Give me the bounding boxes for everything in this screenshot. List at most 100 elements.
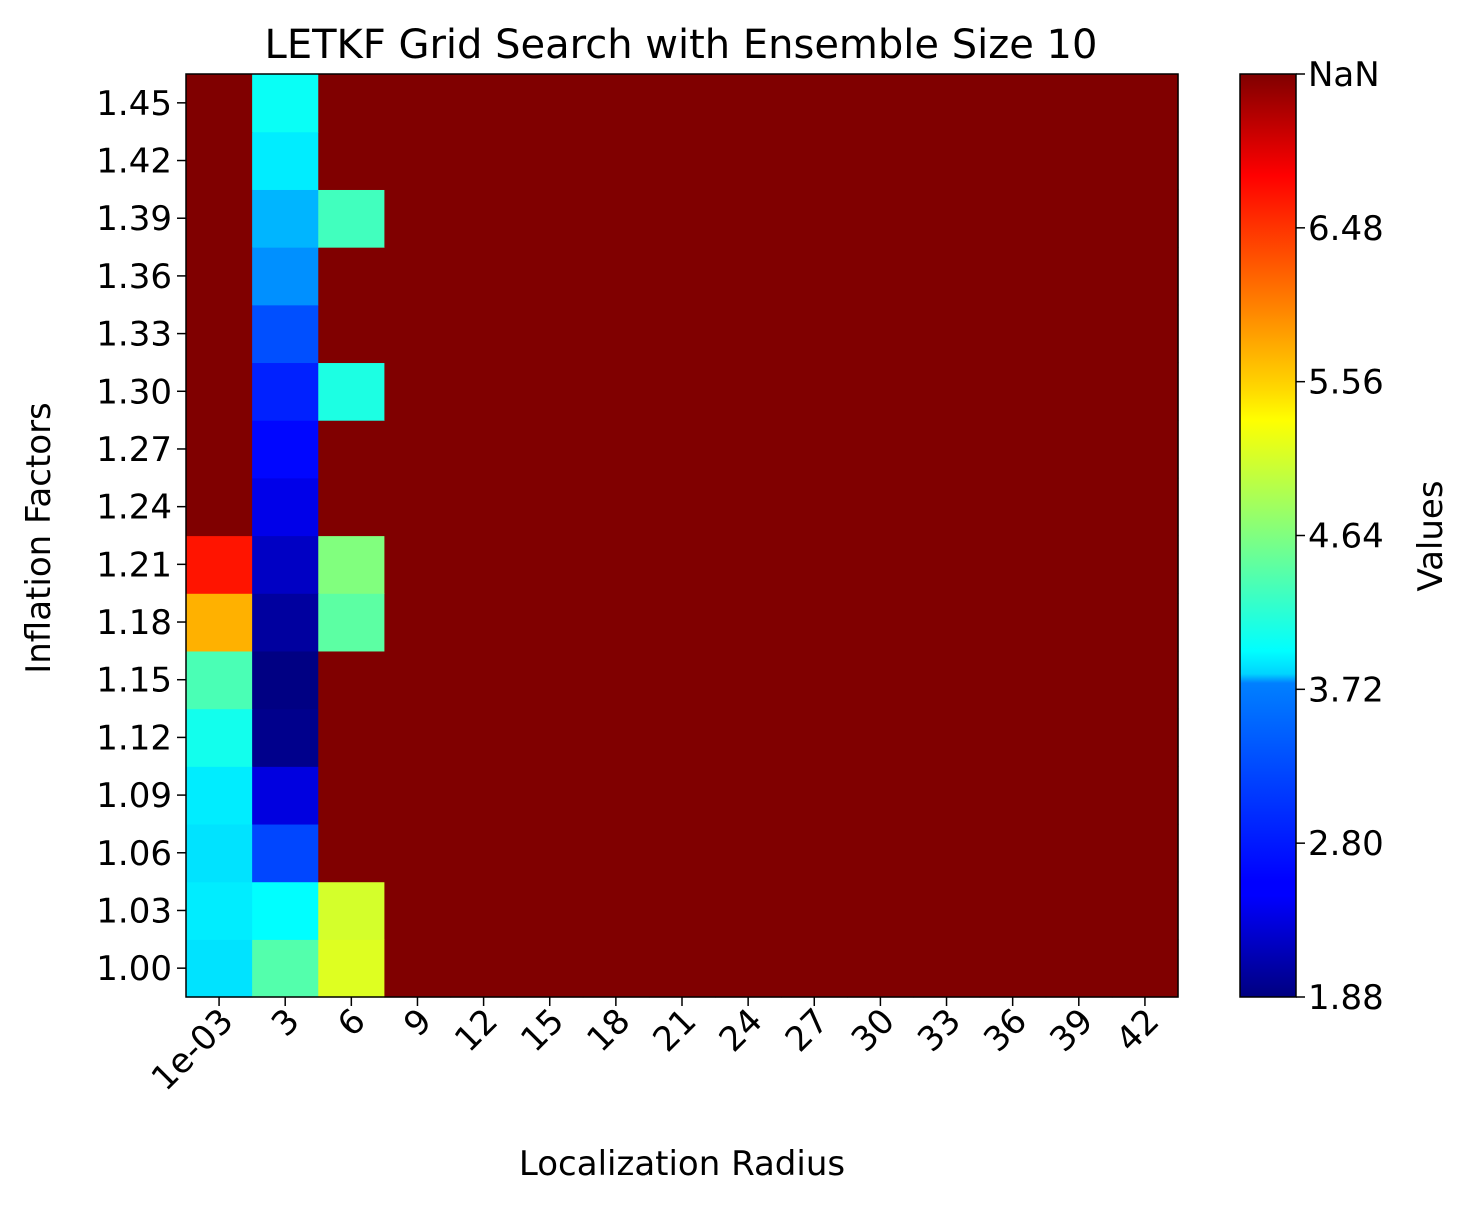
heatmap-cell	[516, 766, 584, 825]
heatmap-cell	[186, 593, 253, 652]
heatmap-cell	[186, 708, 253, 767]
heatmap-cell	[781, 708, 848, 767]
heatmap-cell	[516, 74, 584, 133]
heatmap-cell	[1111, 131, 1179, 190]
heatmap-cell	[715, 535, 782, 594]
heatmap-cell	[318, 535, 385, 594]
heatmap-cell	[913, 939, 981, 998]
heatmap-cell	[781, 131, 848, 190]
heatmap-cell	[252, 939, 319, 998]
heatmap-cell	[648, 650, 716, 710]
colorbar-tick-label: 6.48	[1308, 209, 1384, 249]
heatmap-cell	[648, 420, 716, 479]
heatmap-cell	[979, 420, 1047, 479]
heatmap-cell	[516, 650, 584, 710]
x-tick-label: 33	[910, 1001, 969, 1060]
x-axis-ticks: 1e-03 3 6 9 12 15 18 21 24 27 30 33 36 39 42	[144, 997, 1167, 1099]
heatmap-cell	[715, 766, 782, 825]
heatmap-cell	[252, 189, 319, 248]
heatmap-cell	[384, 74, 452, 133]
heatmap-cell	[648, 535, 716, 594]
heatmap-cell	[1111, 939, 1179, 998]
heatmap-cell	[582, 420, 650, 479]
heatmap-cell	[450, 74, 518, 133]
x-tick-label: 15	[513, 1001, 572, 1060]
heatmap-cell	[648, 477, 716, 537]
heatmap-cell	[847, 593, 915, 652]
y-tick-label: 1.09	[96, 776, 172, 816]
heatmap-cell	[1045, 708, 1113, 767]
heatmap-cell	[1111, 74, 1179, 133]
heatmap-cell	[186, 362, 253, 421]
heatmap-cell	[252, 304, 319, 364]
heatmap-cell	[781, 420, 848, 479]
x-tick-label: 39	[1042, 1001, 1101, 1060]
heatmap-cell	[450, 247, 518, 306]
heatmap-cell	[516, 708, 584, 767]
heatmap-cell	[1111, 593, 1179, 652]
heatmap-cell	[252, 535, 319, 594]
heatmap-cell	[781, 189, 848, 248]
heatmap-cell	[1045, 304, 1113, 364]
heatmap-cell	[582, 304, 650, 364]
heatmap-cell	[1111, 881, 1179, 940]
heatmap-cell	[582, 650, 650, 710]
heatmap-cell	[648, 823, 716, 883]
heatmap-cell	[715, 247, 782, 306]
heatmap-cell	[450, 131, 518, 190]
y-tick-label: 1.21	[96, 545, 172, 585]
heatmap-cell	[186, 247, 253, 306]
heatmap-cell	[450, 708, 518, 767]
heatmap-cell	[582, 477, 650, 537]
heatmap-cell	[979, 74, 1047, 133]
heatmap-cell	[715, 189, 782, 248]
x-tick-label: 6	[330, 1001, 374, 1045]
y-tick-label: 1.30	[96, 372, 172, 412]
heatmap-cell	[384, 708, 452, 767]
heatmap-cell	[384, 766, 452, 825]
heatmap-cell	[847, 304, 915, 364]
y-tick-label: 1.27	[96, 430, 172, 470]
heatmap-cell	[516, 593, 584, 652]
heatmap-cell	[979, 189, 1047, 248]
heatmap-cell	[715, 131, 782, 190]
heatmap-cell	[781, 362, 848, 421]
heatmap-cell	[318, 939, 385, 998]
heatmap-cell	[318, 189, 385, 248]
heatmap-cell	[1045, 535, 1113, 594]
heatmap-cell	[252, 766, 319, 825]
heatmap-cell	[384, 131, 452, 190]
heatmap-cell	[781, 766, 848, 825]
heatmap-cell	[516, 477, 584, 537]
heatmap-cell	[516, 131, 584, 190]
heatmap-cell	[847, 708, 915, 767]
heatmap-cells	[186, 74, 1179, 998]
heatmap-cell	[781, 535, 848, 594]
heatmap-cell	[715, 708, 782, 767]
heatmap-cell	[318, 477, 385, 537]
heatmap-cell	[913, 881, 981, 940]
x-tick-label: 18	[579, 1001, 638, 1060]
x-tick-label: 24	[712, 1001, 771, 1060]
heatmap-cell	[582, 881, 650, 940]
heatmap-cell	[516, 420, 584, 479]
heatmap-cell	[847, 74, 915, 133]
x-tick-label: 1e-03	[144, 1001, 242, 1099]
heatmap-cell	[516, 247, 584, 306]
heatmap-cell	[582, 939, 650, 998]
heatmap-cell	[1045, 650, 1113, 710]
heatmap-cell	[648, 362, 716, 421]
heatmap-cell	[648, 766, 716, 825]
heatmap-cell	[715, 650, 782, 710]
heatmap-cell	[648, 593, 716, 652]
heatmap-cell	[913, 189, 981, 248]
heatmap-cell	[781, 593, 848, 652]
colorbar-label: Values	[1411, 480, 1451, 591]
x-tick-label: 3	[264, 1001, 308, 1045]
heatmap-cell	[979, 131, 1047, 190]
y-tick-label: 1.03	[96, 891, 172, 931]
heatmap-cell	[979, 881, 1047, 940]
heatmap-cell	[847, 766, 915, 825]
heatmap-cell	[186, 823, 253, 883]
